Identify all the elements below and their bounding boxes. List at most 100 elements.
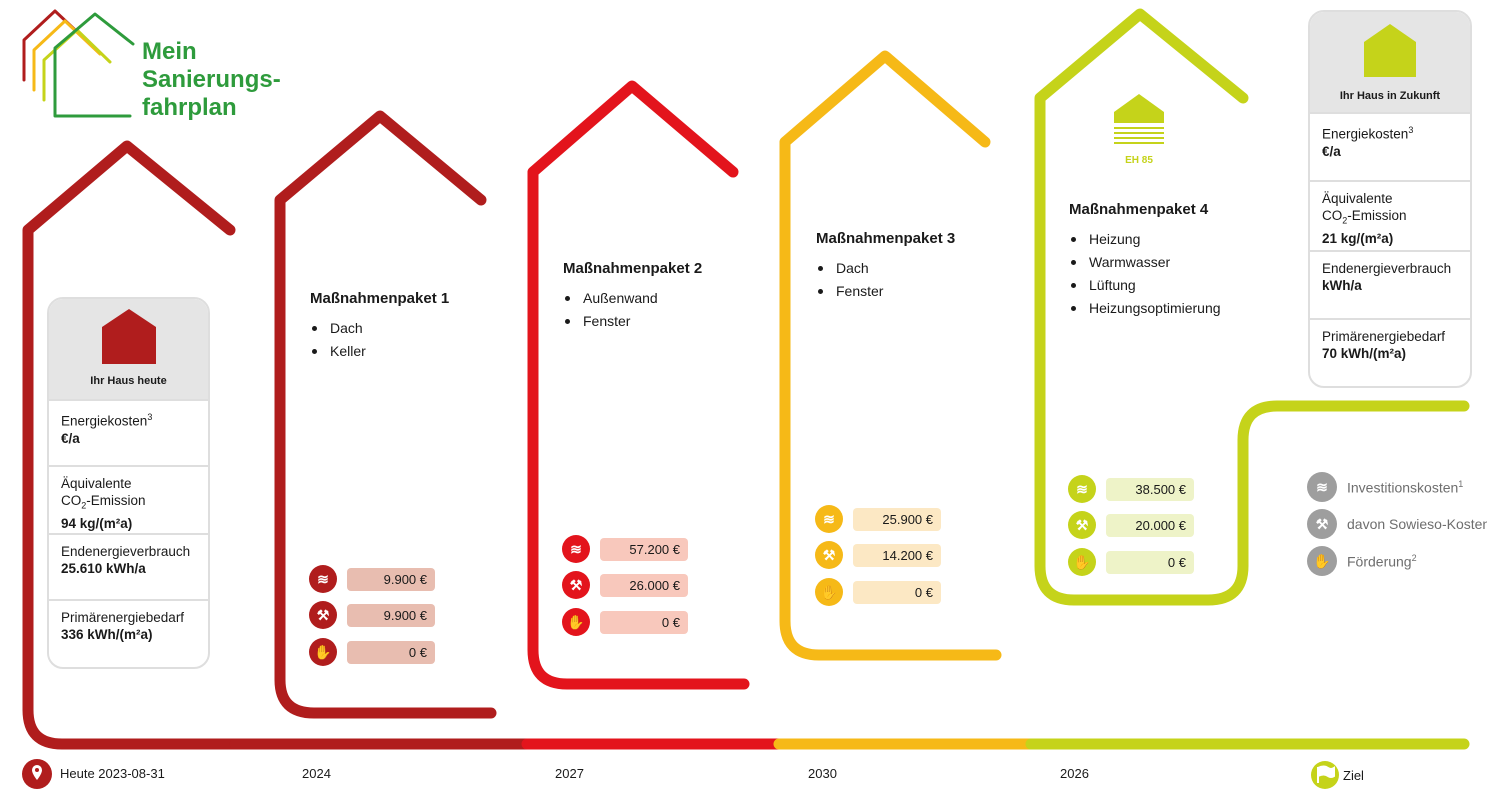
package-4-title: Maßnahmenpaket 4 (1069, 201, 1209, 218)
logo-line-1: Mein (142, 38, 197, 65)
today-final-energy: Endenergieverbrauch 25.610 kWh/a (49, 533, 208, 599)
package-3-sowieso-value: 14.200 € (853, 543, 941, 567)
house-outline-4 (1034, 8, 1470, 606)
hand-coins-icon: ✋ (815, 578, 843, 606)
logo-house-green (53, 12, 135, 118)
package-2-funding-value: 0 € (600, 610, 688, 634)
coins-icon: ≋ (562, 535, 590, 563)
eh-badge-label: EH 85 (1125, 155, 1153, 166)
package-3-investment-value: 25.900 € (853, 507, 941, 531)
future-primary-energy: Primärenergiebedarf 70 kWh/(m²a) (1310, 318, 1470, 386)
house-outline-3 (779, 50, 1002, 661)
package-3-sowieso: ⚒ 14.200 € (815, 541, 941, 569)
house-outline-2 (527, 80, 750, 690)
future-card-header: Ihr Haus in Zukunft (1310, 12, 1470, 112)
house-icon (102, 309, 156, 364)
package-2-sowieso-value: 26.000 € (600, 573, 688, 597)
package-4-investment: ≋ 38.500 € (1068, 475, 1194, 503)
package-2-funding: ✋ 0 € (562, 608, 688, 636)
today-final-energy-value: 25.610 kWh/a (61, 561, 146, 576)
future-card-label: Ihr Haus in Zukunft (1339, 90, 1441, 102)
package-4-investment-value: 38.500 € (1106, 477, 1194, 501)
coins-icon: ≋ (815, 505, 843, 533)
future-house-card: Ihr Haus in Zukunft Energiekosten3 €/a Ä… (1308, 10, 1472, 388)
logo-line-3: fahrplan (142, 94, 237, 121)
package-3-item: Fenster (817, 280, 955, 303)
today-primary-energy: Primärenergiebedarf 336 kWh/(m²a) (49, 599, 208, 667)
package-3-item: Dach (817, 257, 955, 280)
package-2-investment-value: 57.200 € (600, 537, 688, 561)
today-card-label: Ihr Haus heute (90, 375, 167, 387)
flag-icon (1311, 761, 1339, 789)
today-energy-costs-value: €/a (61, 430, 80, 446)
location-pin-icon (22, 759, 52, 789)
today-primary-energy-value: 336 kWh/(m²a) (61, 627, 153, 642)
package-1-funding-value: 0 € (347, 640, 435, 664)
future-primary-energy-value: 70 kWh/(m²a) (1322, 346, 1407, 361)
package-3: Maßnahmenpaket 3 Dach Fenster (816, 230, 955, 303)
package-2-title: Maßnahmenpaket 2 (563, 260, 703, 277)
legend-investment: ≋ Investitionskosten1 (1307, 472, 1463, 502)
future-co2-value: 21 kg/(m²a) (1322, 230, 1394, 246)
package-2-item: Außenwand (564, 287, 702, 310)
hand-coins-icon: ✋ (1307, 546, 1337, 576)
package-2-sowieso: ⚒ 26.000 € (562, 571, 688, 599)
future-final-energy: Endenergieverbrauch kWh/a (1310, 250, 1470, 318)
logo-house-orange (32, 19, 102, 92)
package-2: Maßnahmenpaket 2 Außenwand Fenster (563, 260, 702, 333)
today-co2-value: 94 kg/(m²a) (61, 515, 133, 531)
wrench-coins-icon: ⚒ (309, 601, 337, 629)
timeline-year-3: 2030 (808, 766, 837, 781)
timeline-goal: Ziel (1343, 768, 1364, 783)
timeline-year-4: 2026 (1060, 766, 1089, 781)
timeline-year-2: 2027 (555, 766, 584, 781)
package-1-item: Keller (311, 340, 449, 363)
today-card-header: Ihr Haus heute (49, 299, 208, 399)
package-2-investment: ≋ 57.200 € (562, 535, 688, 563)
package-3-funding-value: 0 € (853, 580, 941, 604)
package-4-item: Heizungsoptimierung (1071, 297, 1221, 320)
package-1-sowieso-value: 9.900 € (347, 603, 435, 627)
house-outline-1 (274, 110, 497, 719)
hand-coins-icon: ✋ (309, 638, 337, 666)
package-3-title: Maßnahmenpaket 3 (816, 230, 956, 247)
timeline-year-1: 2024 (302, 766, 331, 781)
package-4-funding-value: 0 € (1106, 550, 1194, 574)
package-3-funding: ✋ 0 € (815, 578, 941, 606)
today-co2-emission: Äquivalente CO2-Emission 94 kg/(m²a) (49, 465, 208, 533)
package-1-investment: ≋ 9.900 € (309, 565, 435, 593)
package-1-investment-value: 9.900 € (347, 567, 435, 591)
package-1-sowieso: ⚒ 9.900 € (309, 601, 435, 629)
wrench-coins-icon: ⚒ (562, 571, 590, 599)
today-house-card: Ihr Haus heute Energiekosten3 €/a Äquiva… (47, 297, 210, 669)
package-1-item: Dach (311, 317, 449, 340)
coins-icon: ≋ (309, 565, 337, 593)
timeline-today: Heute 2023-08-31 (60, 766, 165, 781)
hand-coins-icon: ✋ (562, 608, 590, 636)
wrench-coins-icon: ⚒ (815, 541, 843, 569)
package-4-item: Heizung (1071, 228, 1221, 251)
package-3-investment: ≋ 25.900 € (815, 505, 941, 533)
today-energy-costs: Energiekosten3 €/a (49, 399, 208, 465)
package-4-funding: ✋ 0 € (1068, 548, 1194, 576)
logo-line-2: Sanierungs- (142, 66, 281, 93)
house-icon (1364, 24, 1416, 77)
future-energy-costs-value: €/a (1322, 143, 1341, 159)
package-4-sowieso-value: 20.000 € (1106, 513, 1194, 537)
package-4-item: Warmwasser (1071, 251, 1221, 274)
eh85-house-icon (1114, 94, 1164, 144)
coins-icon: ≋ (1068, 475, 1096, 503)
package-1-funding: ✋ 0 € (309, 638, 435, 666)
wrench-coins-icon: ⚒ (1307, 509, 1337, 539)
coins-icon: ≋ (1307, 472, 1337, 502)
package-4: Maßnahmenpaket 4 Heizung Warmwasser Lüft… (1069, 201, 1221, 320)
hand-coins-icon: ✋ (1068, 548, 1096, 576)
house-outline-today (22, 140, 241, 750)
package-1-title: Maßnahmenpaket 1 (310, 290, 450, 307)
wrench-coins-icon: ⚒ (1068, 511, 1096, 539)
package-2-item: Fenster (564, 310, 702, 333)
package-4-sowieso: ⚒ 20.000 € (1068, 511, 1194, 539)
package-4-item: Lüftung (1071, 274, 1221, 297)
app-logo: Mein Sanierungs- fahrplan (142, 38, 281, 122)
